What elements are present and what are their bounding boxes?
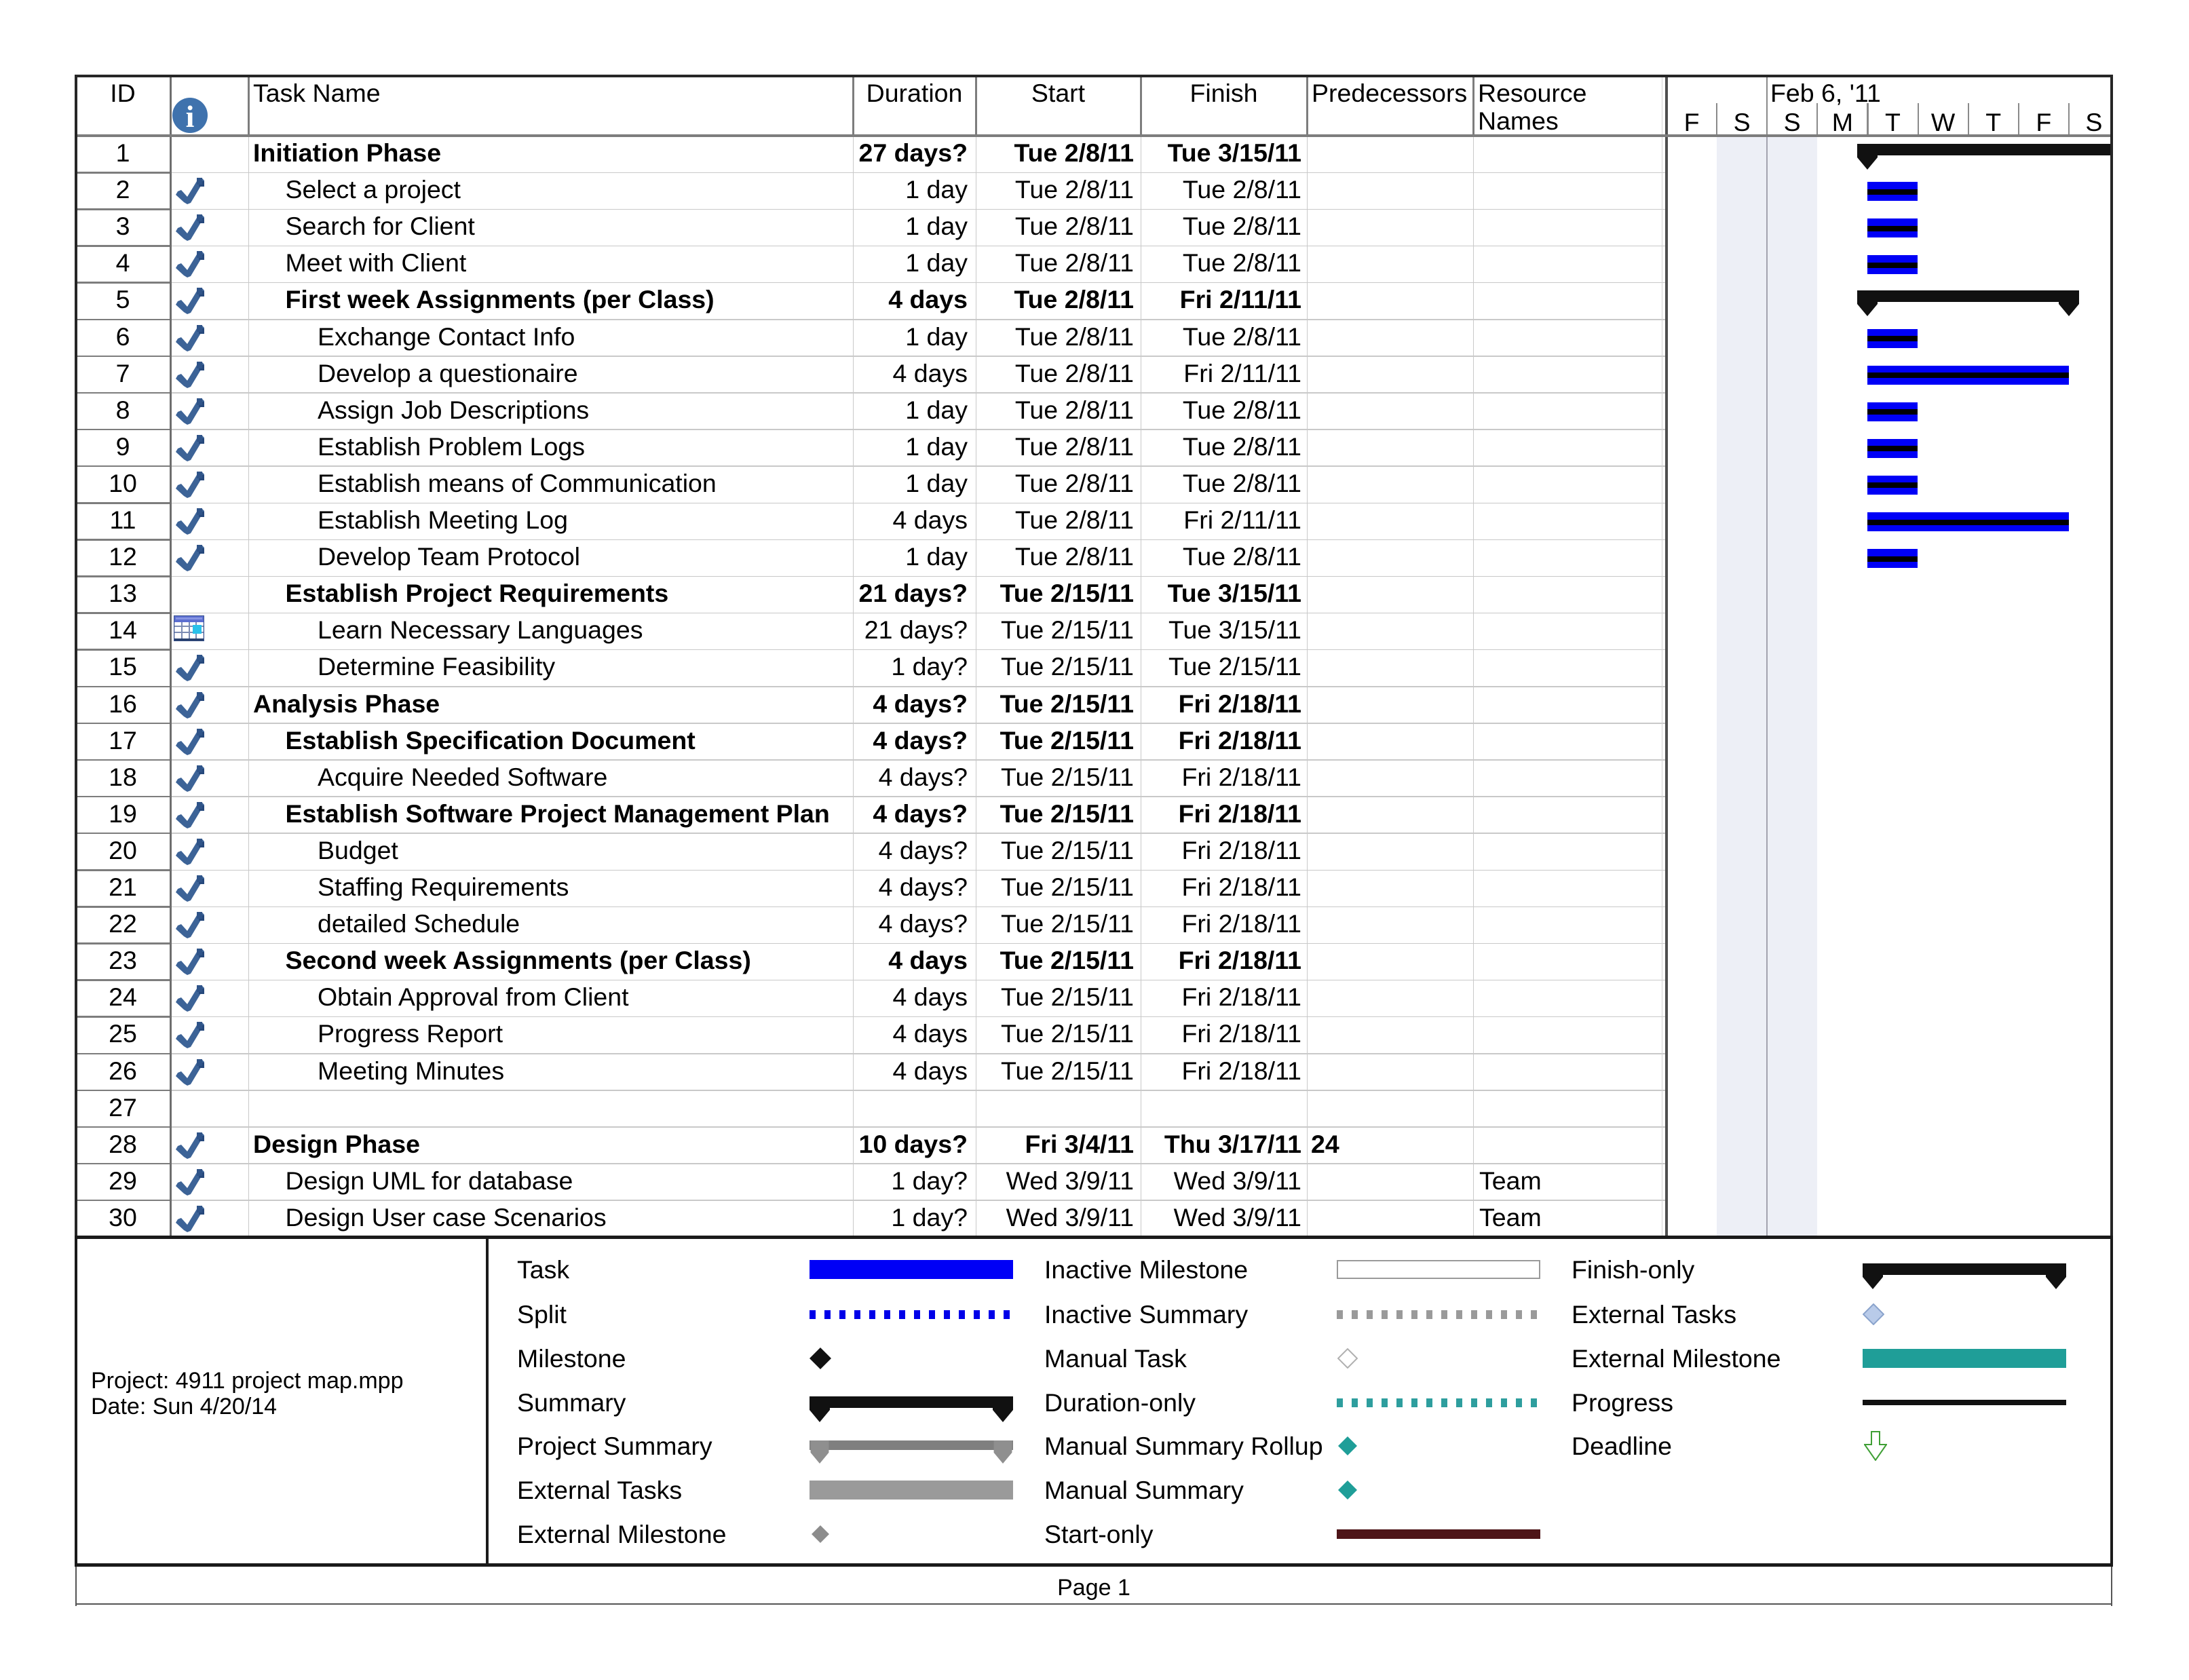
svg-text:i: i [186, 99, 195, 134]
